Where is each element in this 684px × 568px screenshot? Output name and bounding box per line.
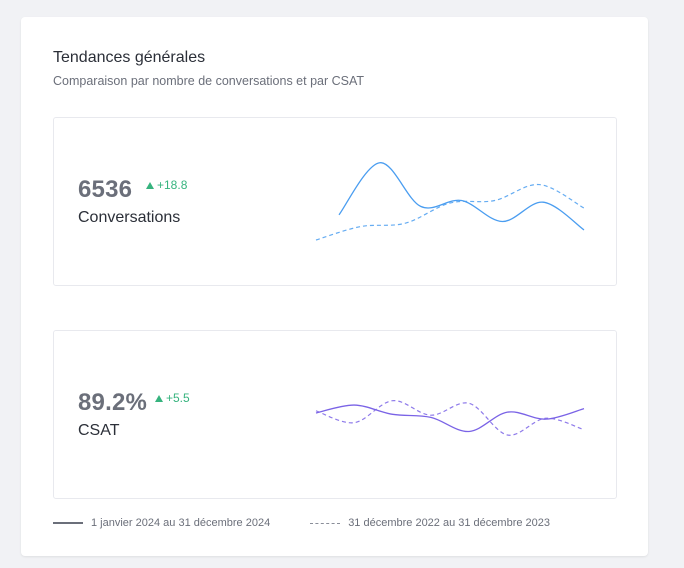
conversations-value: 6536 <box>78 176 133 203</box>
current-period-line <box>338 162 585 231</box>
up-arrow-icon <box>146 181 154 189</box>
solid-line-swatch <box>53 522 83 524</box>
legend-previous-label: 31 décembre 2022 au 31 décembre 2023 <box>348 517 551 529</box>
chart-legend: 1 janvier 2024 au 31 décembre 2024 31 dé… <box>53 517 550 529</box>
legend-item-current: 1 janvier 2024 au 31 décembre 2024 <box>53 517 270 529</box>
csat-label: CSAT <box>78 422 120 439</box>
conversations-sparkline <box>315 162 585 241</box>
csat-panel: 89.2% +5.5 CSAT <box>53 330 617 499</box>
card-title: Tendances générales <box>53 49 206 66</box>
trends-card: Tendances générales Comparaison par nomb… <box>21 17 648 556</box>
up-arrow-icon <box>155 394 163 402</box>
previous-period-line <box>315 400 585 436</box>
conversations-label: Conversations <box>78 209 181 226</box>
conversations-panel: 6536 +18.8 Conversations <box>53 117 617 286</box>
previous-period-line <box>315 183 585 241</box>
csat-delta-value: +5.5 <box>166 391 190 405</box>
legend-current-label: 1 janvier 2024 au 31 décembre 2024 <box>91 517 271 529</box>
csat-delta: +5.5 <box>155 391 190 405</box>
conversations-delta: +18.8 <box>146 178 187 192</box>
dashed-line-swatch <box>310 522 341 524</box>
legend-item-previous: 31 décembre 2022 au 31 décembre 2023 <box>310 517 550 529</box>
conversations-delta-value: +18.8 <box>157 178 188 192</box>
csat-value: 89.2% <box>78 389 148 416</box>
card-subtitle: Comparaison par nombre de conversations … <box>53 74 365 88</box>
current-period-line <box>315 404 585 433</box>
csat-sparkline <box>315 400 585 436</box>
